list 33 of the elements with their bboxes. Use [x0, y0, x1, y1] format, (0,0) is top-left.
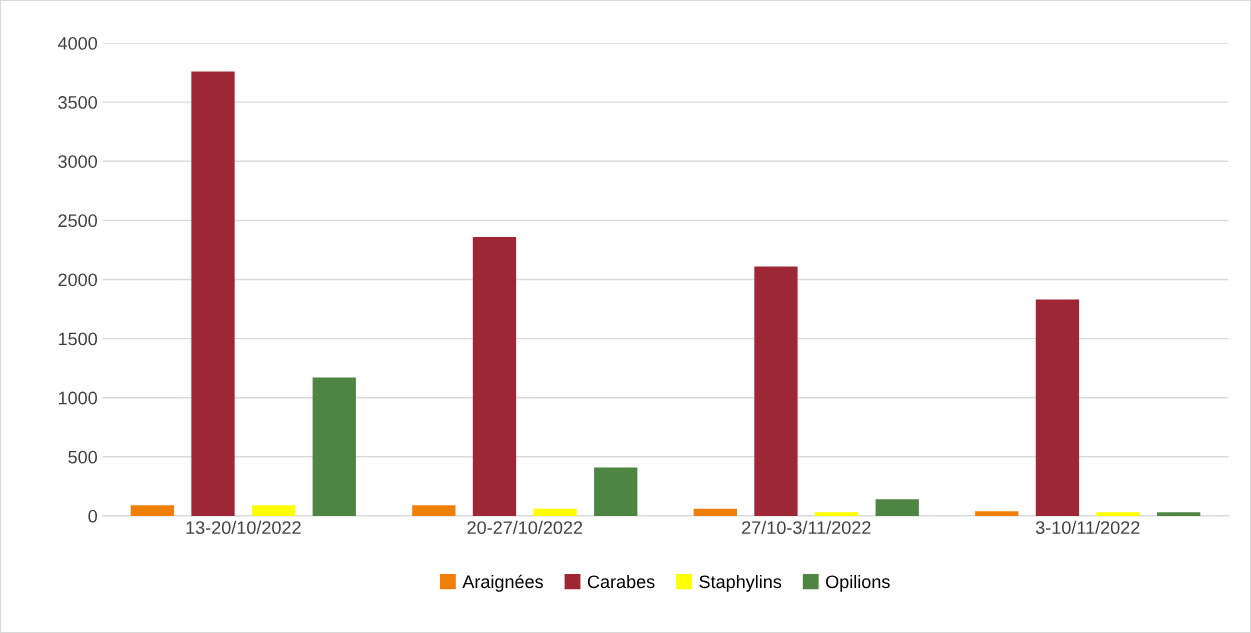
bar — [594, 467, 638, 516]
y-tick-label: 2500 — [58, 214, 98, 228]
bar — [412, 505, 456, 516]
y-tick-label: 3000 — [58, 155, 98, 168]
bar — [533, 508, 577, 516]
bar — [875, 499, 919, 516]
bar — [754, 266, 798, 516]
y-tick-label: 4000 — [57, 36, 98, 50]
x-tick-label: 13-20/10/2022 — [186, 520, 301, 535]
bar — [130, 505, 175, 516]
y-tick-label: 1500 — [58, 332, 98, 346]
y-tick-label: 500 — [68, 450, 98, 464]
x-tick-label: 27/10-3/11/2022 — [742, 520, 871, 535]
x-tick-label: 3-10/11/2022 — [1035, 520, 1140, 535]
legend-label: Carabes — [587, 574, 655, 589]
x-tick-label: 20-27/10/2022 — [467, 520, 583, 535]
bar — [975, 511, 1019, 516]
y-tick-label: 2000 — [58, 273, 98, 287]
bar — [1096, 512, 1140, 516]
y-tick-label: 3500 — [58, 96, 98, 109]
bar — [251, 505, 296, 516]
y-tick-label: 0 — [88, 509, 98, 523]
bar — [191, 71, 235, 516]
bar — [1157, 512, 1201, 516]
bar — [1035, 299, 1080, 516]
legend-label: Staphylins — [699, 574, 782, 592]
legend-label: Araignées — [462, 574, 543, 592]
legend-label: Opilions — [826, 574, 890, 592]
bar — [472, 236, 517, 516]
y-tick-label: 1000 — [58, 391, 98, 405]
bar — [312, 377, 356, 516]
bar — [814, 512, 859, 516]
bar — [693, 508, 737, 516]
